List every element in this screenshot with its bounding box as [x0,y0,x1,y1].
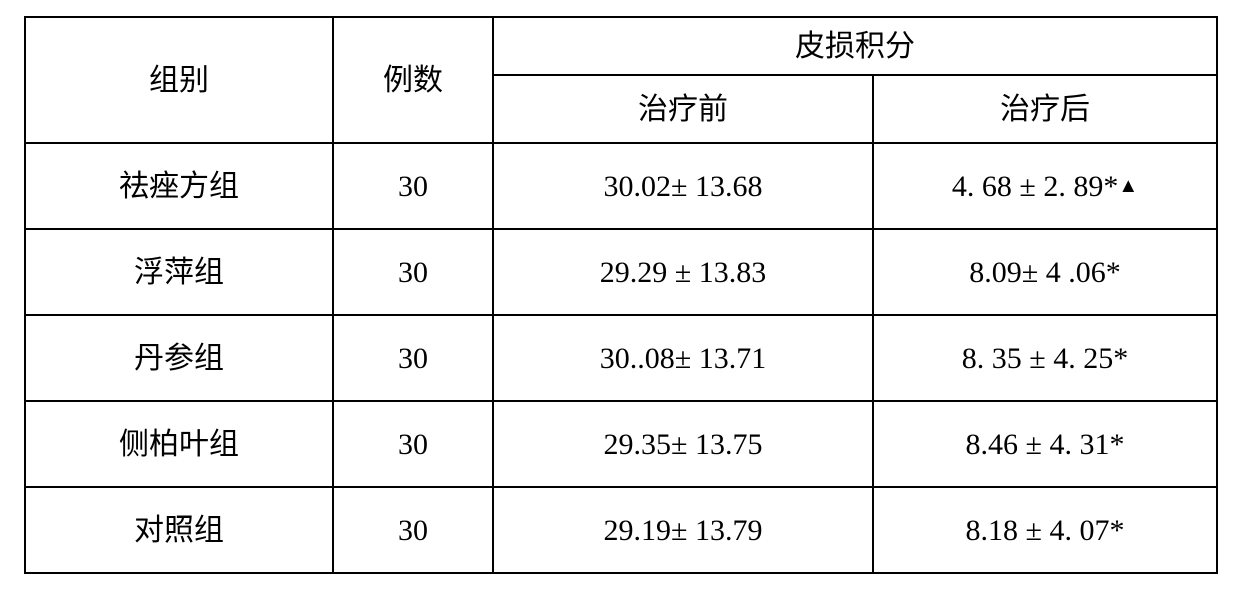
cell-group-text: 侧柏叶组 [26,402,332,486]
cell-before-text: 29.29 ± 13.83 [494,230,872,314]
cell-n-text: 30 [334,144,492,228]
cell-after-text: 4. 68 ± 2. 89* [952,170,1118,203]
col-header-group-label: 组别 [26,18,332,142]
table-row: 丹参组 30 30..08± 13.71 8. 35 ± 4. 25* [25,315,1217,401]
col-header-score: 皮损积分 [493,17,1217,75]
cell-n: 30 [333,315,493,401]
cell-before: 29.29 ± 13.83 [493,229,873,315]
col-header-before-label: 治疗前 [494,76,872,142]
cell-group-text: 祛痤方组 [26,144,332,228]
skin-score-table: 组别 例数 皮损积分 治疗前 治疗后 祛痤方组 3 [24,16,1218,574]
cell-group: 对照组 [25,487,333,573]
col-header-after-label: 治疗后 [874,76,1216,142]
col-header-n: 例数 [333,17,493,143]
cell-n: 30 [333,487,493,573]
cell-before-text: 30.02± 13.68 [494,144,872,228]
cell-n: 30 [333,401,493,487]
cell-group: 侧柏叶组 [25,401,333,487]
col-header-n-label: 例数 [334,18,492,142]
cell-n-text: 30 [334,316,492,400]
cell-after: 8. 35 ± 4. 25* [873,315,1217,401]
col-header-score-label: 皮损积分 [494,18,1216,74]
cell-before: 30..08± 13.71 [493,315,873,401]
cell-group: 祛痤方组 [25,143,333,229]
cell-n: 30 [333,143,493,229]
cell-n-text: 30 [334,402,492,486]
table-container: 组别 例数 皮损积分 治疗前 治疗后 祛痤方组 3 [0,0,1240,590]
table-header: 组别 例数 皮损积分 治疗前 治疗后 [25,17,1217,143]
col-header-after: 治疗后 [873,75,1217,143]
cell-after-text: 8.09± 4 .06* [969,256,1120,289]
col-header-before: 治疗前 [493,75,873,143]
cell-after-text: 8.46 ± 4. 31* [966,428,1125,461]
cell-after: 8.46 ± 4. 31* [873,401,1217,487]
cell-before-text: 29.35± 13.75 [494,402,872,486]
cell-n-text: 30 [334,488,492,572]
cell-group-text: 浮萍组 [26,230,332,314]
table-row: 对照组 30 29.19± 13.79 8.18 ± 4. 07* [25,487,1217,573]
table-row: 浮萍组 30 29.29 ± 13.83 8.09± 4 .06* [25,229,1217,315]
cell-before-text: 29.19± 13.79 [494,488,872,572]
cell-after: 4. 68 ± 2. 89*▲ [873,143,1217,229]
cell-before: 29.19± 13.79 [493,487,873,573]
table-row: 祛痤方组 30 30.02± 13.68 4. 68 ± 2. 89*▲ [25,143,1217,229]
cell-n-text: 30 [334,230,492,314]
cell-before: 30.02± 13.68 [493,143,873,229]
cell-after-text: 8. 35 ± 4. 25* [962,342,1128,375]
cell-before: 29.35± 13.75 [493,401,873,487]
cell-after: 8.18 ± 4. 07* [873,487,1217,573]
cell-before-text: 30..08± 13.71 [494,316,872,400]
cell-group-text: 丹参组 [26,316,332,400]
cell-after-text: 8.18 ± 4. 07* [966,514,1125,547]
cell-after: 8.09± 4 .06* [873,229,1217,315]
table-body: 祛痤方组 30 30.02± 13.68 4. 68 ± 2. 89*▲ 浮萍组… [25,143,1217,573]
cell-group-text: 对照组 [26,488,332,572]
cell-n: 30 [333,229,493,315]
cell-group: 丹参组 [25,315,333,401]
cell-group: 浮萍组 [25,229,333,315]
col-header-group: 组别 [25,17,333,143]
table-row: 侧柏叶组 30 29.35± 13.75 8.46 ± 4. 31* [25,401,1217,487]
